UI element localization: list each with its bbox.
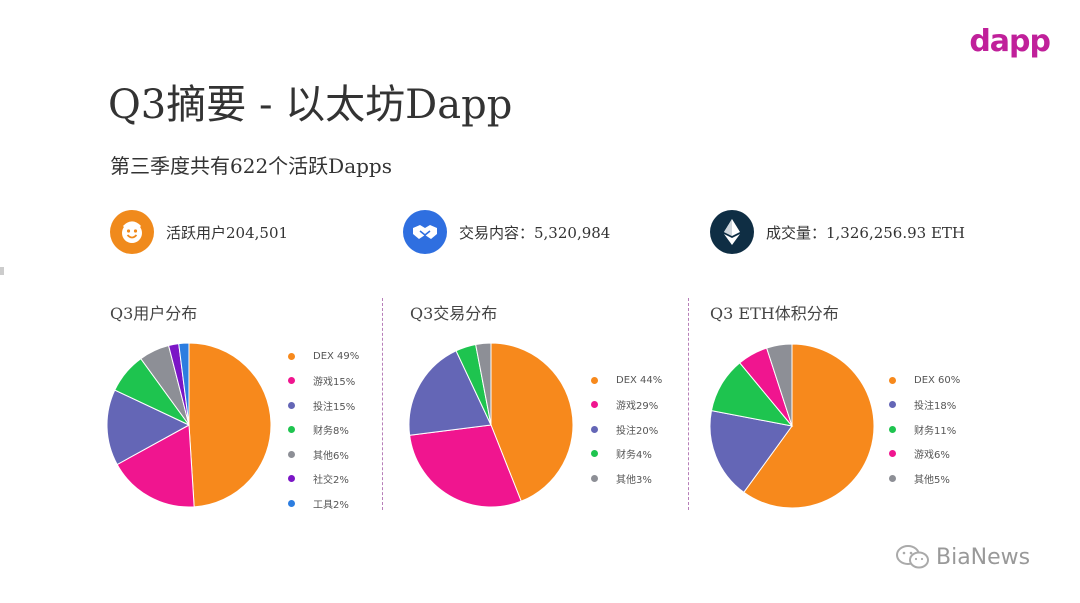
legend-swatch (288, 401, 295, 409)
legend-swatch (288, 475, 295, 483)
legend-item: DEX 49% (288, 344, 359, 369)
legend-swatch (591, 376, 598, 384)
legend-label: 其他3% (616, 474, 652, 486)
section-divider (688, 298, 689, 510)
legend-swatch (889, 474, 896, 482)
handshake-icon (403, 210, 447, 254)
legend-item: DEX 60% (889, 368, 960, 393)
stat-active-users: 活跃用户204,501 (110, 210, 288, 254)
legend-label: 其他6% (313, 450, 349, 462)
pie-slice-DEX (743, 343, 875, 509)
legend-item: 财务8% (288, 418, 359, 443)
legend-item: 投注20% (591, 417, 662, 442)
page-subtitle: 第三季度共有622个活跃Dapps (110, 154, 393, 178)
legend-item: 财务11% (889, 417, 960, 442)
legend-swatch (288, 426, 295, 434)
chart-title-transactions: Q3交易分布 (410, 304, 498, 323)
legend-item: 其他3% (591, 466, 662, 491)
pie-slice-投注 (709, 410, 793, 494)
legend-item: DEX 44% (591, 368, 662, 393)
legend-swatch (288, 377, 295, 385)
pie-slice-DEX (490, 342, 574, 502)
legend-item: 游戏15% (288, 369, 359, 394)
legend-swatch (591, 474, 598, 482)
legend-swatch (591, 425, 598, 433)
legend-label: DEX 60% (914, 374, 961, 386)
stat-volume-label: 成交量：1,326,256.93 ETH (766, 223, 965, 242)
legend-item: 其他5% (889, 466, 960, 491)
legend-item: 投注15% (288, 393, 359, 418)
legend-swatch (288, 450, 295, 458)
legend-label: 其他5% (914, 474, 950, 486)
legend-label: 投注20% (616, 425, 659, 437)
legend-label: 游戏6% (914, 450, 950, 462)
stat-transactions-label: 交易内容：5,320,984 (459, 223, 611, 242)
legend-item: 游戏29% (591, 393, 662, 418)
pie-slice-其他 (475, 342, 492, 426)
legend-label: DEX 49% (313, 350, 360, 362)
legend-item: 财务4% (591, 442, 662, 467)
legend-swatch (889, 376, 896, 384)
legend-transactions: DEX 44% 游戏29% 投注20% 财务4% 其他3% (591, 368, 662, 491)
pie-slice-DEX (188, 342, 272, 508)
slide-edge-mark (0, 267, 4, 275)
legend-eth-volume: DEX 60% 投注18% 财务11% 游戏6% 其他5% (889, 368, 960, 491)
legend-label: 投注18% (914, 401, 957, 413)
legend-swatch (288, 352, 295, 360)
page-title: Q3摘要 - 以太坊Dapp (108, 82, 513, 128)
legend-swatch (889, 425, 896, 433)
legend-item: 工具2% (288, 491, 359, 516)
ethereum-icon (710, 210, 754, 254)
pie-slice-其他 (766, 343, 793, 427)
legend-label: 财务11% (914, 425, 957, 437)
stat-volume: 成交量：1,326,256.93 ETH (710, 210, 965, 254)
legend-item: 投注18% (889, 393, 960, 418)
legend-item: 其他6% (288, 442, 359, 467)
pie-slice-工具 (178, 342, 190, 426)
stat-transactions: 交易内容：5,320,984 (403, 210, 610, 254)
legend-swatch (591, 450, 598, 458)
stat-active-users-label: 活跃用户204,501 (166, 223, 289, 242)
watermark-text: BiaNews (936, 545, 1031, 570)
legend-swatch (889, 401, 896, 409)
dapp-logo: dapp (969, 24, 1051, 59)
legend-label: 财务8% (313, 426, 349, 438)
legend-swatch (591, 401, 598, 409)
legend-label: 工具2% (313, 499, 349, 511)
pie-slice-投注 (408, 350, 492, 436)
legend-users: DEX 49% 游戏15% 投注15% 财务8% 其他6% 社交2% 工具2% (288, 344, 359, 516)
legend-swatch (288, 499, 295, 507)
section-divider (382, 298, 383, 510)
legend-label: 社交2% (313, 475, 349, 487)
legend-item: 游戏6% (889, 442, 960, 467)
legend-label: 游戏15% (313, 377, 356, 389)
chart-title-eth-volume: Q3 ETH体积分布 (710, 304, 839, 323)
pie-slice-游戏 (116, 424, 195, 508)
legend-label: DEX 44% (616, 374, 663, 386)
wechat-icon (895, 543, 931, 575)
legend-item: 社交2% (288, 467, 359, 492)
legend-label: 财务4% (616, 450, 652, 462)
face-icon (110, 210, 154, 254)
pie-slice-投注 (106, 389, 191, 466)
legend-label: 投注15% (313, 401, 356, 413)
pie-slice-游戏 (409, 424, 522, 508)
chart-title-users: Q3用户分布 (110, 304, 198, 323)
legend-label: 游戏29% (616, 401, 659, 413)
legend-swatch (889, 450, 896, 458)
